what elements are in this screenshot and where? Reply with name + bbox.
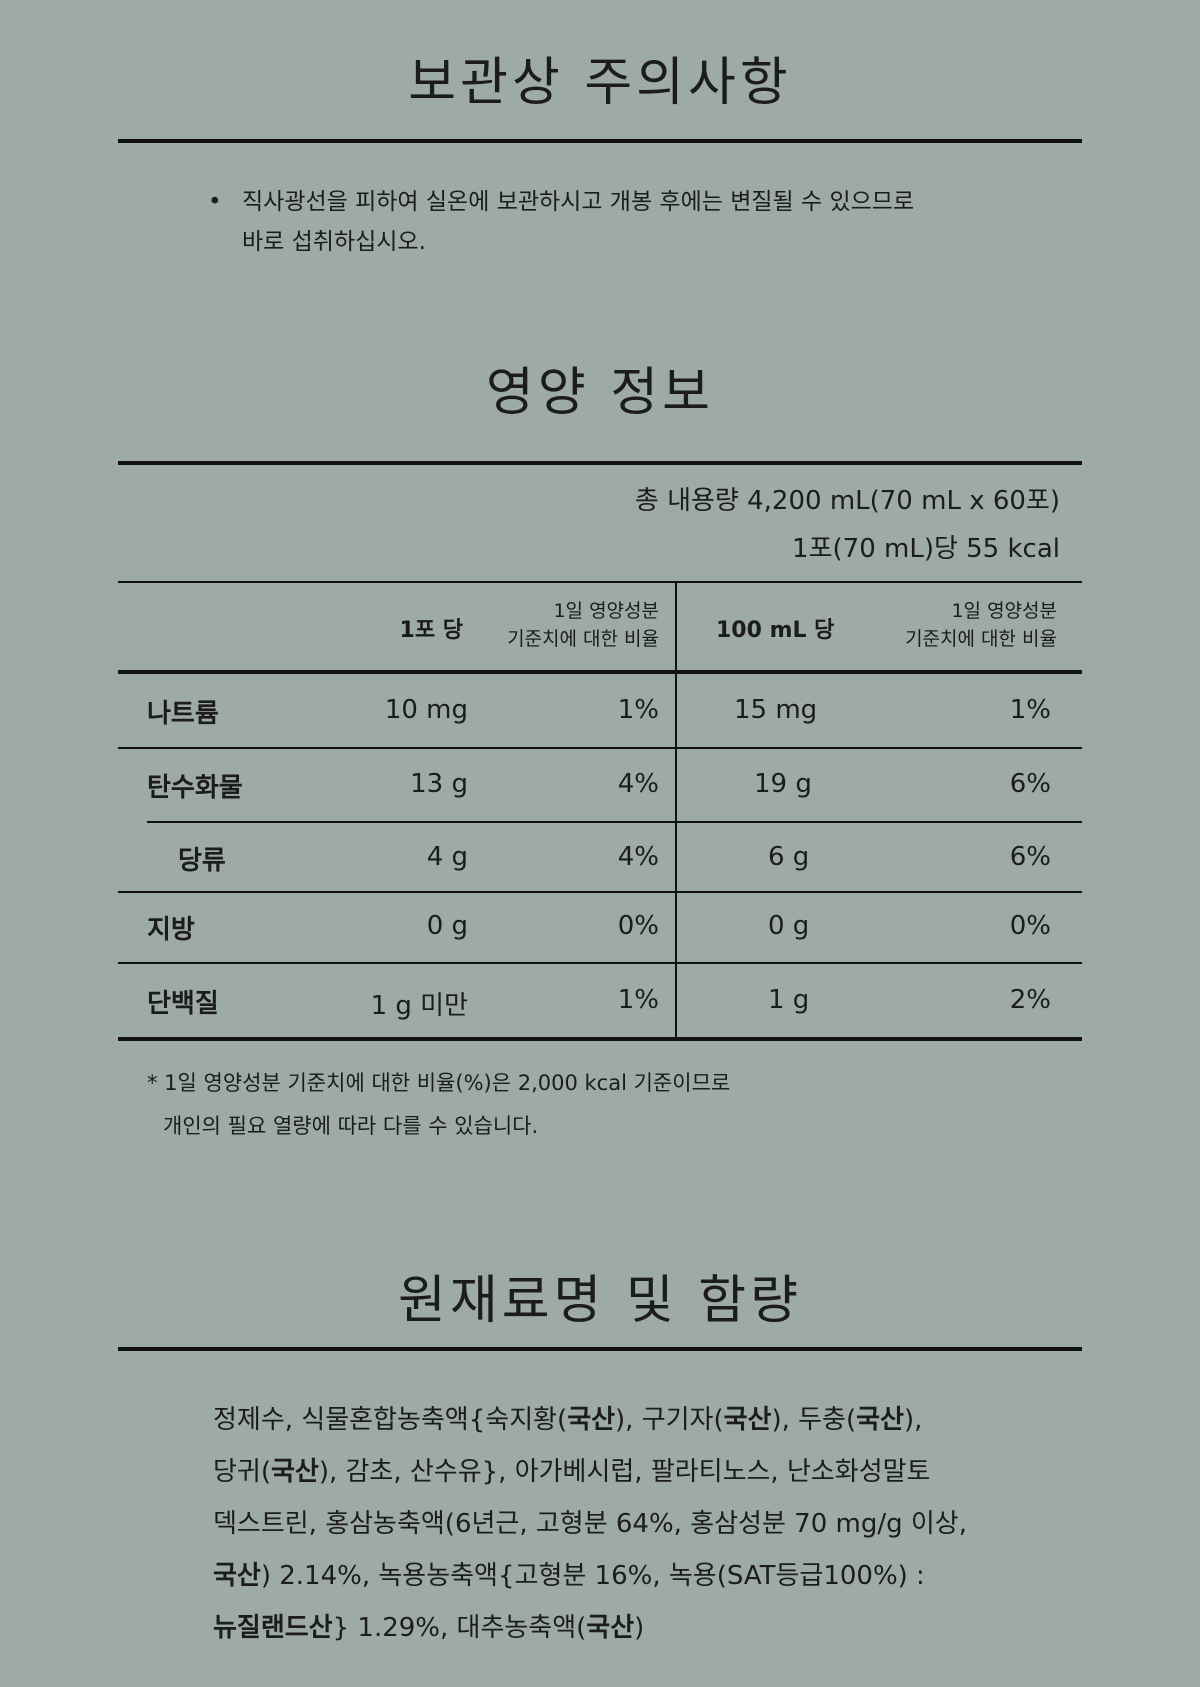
header-bottom-border bbox=[118, 670, 1082, 674]
per-pack-value: 0 g bbox=[426, 911, 468, 941]
origin-bold: 국산 bbox=[723, 1405, 772, 1435]
text: ) bbox=[634, 1613, 645, 1643]
100ml-percent: 2% bbox=[1009, 985, 1051, 1015]
text: ), 구기자( bbox=[615, 1405, 724, 1435]
nutrient-name: 단백질 bbox=[147, 989, 219, 1019]
per-100ml-value: 1 g bbox=[768, 985, 810, 1015]
row-divider bbox=[118, 747, 1082, 749]
pack-percent: 4% bbox=[617, 769, 659, 799]
table-top-border bbox=[118, 461, 1082, 465]
origin-bold: 국산 bbox=[567, 1405, 616, 1435]
origin-bold: 뉴질랜드산 bbox=[213, 1613, 333, 1643]
total-content: 총 내용량 4,200 mL(70 mL x 60포) bbox=[634, 486, 1060, 516]
100ml-percent: 6% bbox=[1009, 769, 1051, 799]
ingredients-line: 국산) 2.14%, 녹용농축액{고형분 16%, 녹용(SAT등급100%) … bbox=[213, 1550, 1073, 1602]
text: ), bbox=[903, 1405, 923, 1435]
pack-percent: 1% bbox=[617, 985, 659, 1015]
storage-title: 보관상 주의사항 bbox=[408, 53, 792, 113]
pack-percent: 1% bbox=[617, 695, 659, 725]
nutrient-name: 당류 bbox=[178, 846, 226, 876]
header-ratio-line2: 기준치에 대한 비율 bbox=[507, 628, 659, 650]
ingredients-title: 원재료명 및 함량 bbox=[398, 1271, 802, 1331]
per-pack-value: 10 mg bbox=[384, 695, 468, 725]
footnote-line2: 개인의 필요 열량에 따라 다를 수 있습니다. bbox=[163, 1114, 539, 1138]
origin-bold: 국산 bbox=[213, 1561, 261, 1591]
100ml-percent: 1% bbox=[1009, 695, 1051, 725]
text: ), 두충( bbox=[771, 1405, 857, 1435]
divider bbox=[118, 139, 1082, 143]
per-100ml-value: 15 mg bbox=[734, 695, 818, 725]
storage-text-line2: 바로 섭취하십시오. bbox=[242, 229, 426, 255]
storage-text-line1: 직사광선을 피하여 실온에 보관하시고 개봉 후에는 변질될 수 있으므로 bbox=[242, 189, 915, 215]
per-100ml-value: 0 g bbox=[768, 911, 810, 941]
100ml-percent: 6% bbox=[1009, 842, 1051, 872]
row-divider bbox=[118, 962, 1082, 964]
per-pack-value: 13 g bbox=[410, 769, 468, 799]
per-100ml-value: 6 g bbox=[768, 842, 810, 872]
text: ) 2.14%, 녹용농축액{고형분 16%, 녹용(SAT등급100%) : bbox=[260, 1561, 925, 1591]
column-divider bbox=[675, 582, 677, 1039]
row-divider bbox=[147, 821, 1082, 823]
pack-percent: 0% bbox=[617, 911, 659, 941]
per-pack-value: 4 g bbox=[426, 842, 468, 872]
header-per-pack: 1포 당 bbox=[399, 618, 463, 643]
100ml-percent: 0% bbox=[1009, 911, 1051, 941]
per-100ml-value: 19 g bbox=[754, 769, 812, 799]
per-pack-value: 1 g 미만 bbox=[370, 991, 468, 1021]
ingredients-text: 정제수, 식물혼합농축액{숙지황(국산), 구기자(국산), 두충(국산), 당… bbox=[213, 1394, 1073, 1654]
footnote-line1: * 1일 영양성분 기준치에 대한 비율(%)은 2,000 kcal 기준이므… bbox=[147, 1071, 731, 1095]
nutrient-name: 나트륨 bbox=[147, 699, 219, 729]
header-per-100ml: 100 mL 당 bbox=[716, 618, 835, 643]
ingredients-line: 뉴질랜드산} 1.29%, 대추농축액(국산) bbox=[213, 1602, 1073, 1654]
text: } 1.29%, 대추농축액( bbox=[332, 1613, 587, 1643]
header-ratio-line1: 1일 영양성분 bbox=[553, 600, 659, 622]
header-ratio-line1: 1일 영양성분 bbox=[951, 600, 1057, 622]
footnote: * 1일 영양성분 기준치에 대한 비율(%)은 2,000 kcal 기준이므… bbox=[147, 1062, 730, 1148]
origin-bold: 국산 bbox=[270, 1457, 319, 1487]
text: 당귀( bbox=[213, 1457, 271, 1487]
row-divider bbox=[118, 891, 1082, 893]
header-ratio-100ml: 1일 영양성분 기준치에 대한 비율 bbox=[905, 597, 1057, 653]
per-serving-kcal: 1포(70 mL)당 55 kcal bbox=[792, 534, 1060, 564]
table-bottom-border bbox=[118, 1037, 1082, 1041]
pack-percent: 4% bbox=[617, 842, 659, 872]
divider bbox=[118, 1347, 1082, 1351]
header-ratio-pack: 1일 영양성분 기준치에 대한 비율 bbox=[507, 597, 659, 653]
bullet-icon: • bbox=[208, 189, 222, 215]
header-ratio-line2: 기준치에 대한 비율 bbox=[905, 628, 1057, 650]
ingredients-line: 정제수, 식물혼합농축액{숙지황(국산), 구기자(국산), 두충(국산), bbox=[213, 1394, 1073, 1446]
nutrition-title: 영양 정보 bbox=[486, 363, 714, 423]
nutrient-name: 탄수화물 bbox=[147, 773, 243, 803]
ingredients-line: 당귀(국산), 감초, 산수유}, 아가베시럽, 팔라티노스, 난소화성말토 bbox=[213, 1446, 1073, 1498]
divider bbox=[118, 581, 1082, 583]
text: ), 감초, 산수유}, 아가베시럽, 팔라티노스, 난소화성말토 bbox=[318, 1457, 931, 1487]
text: 정제수, 식물혼합농축액{숙지황( bbox=[213, 1405, 568, 1435]
ingredients-line: 덱스트린, 홍삼농축액(6년근, 고형분 64%, 홍삼성분 70 mg/g 이… bbox=[213, 1509, 967, 1539]
nutrient-name: 지방 bbox=[147, 915, 195, 945]
origin-bold: 국산 bbox=[856, 1405, 904, 1435]
origin-bold: 국산 bbox=[586, 1613, 635, 1643]
